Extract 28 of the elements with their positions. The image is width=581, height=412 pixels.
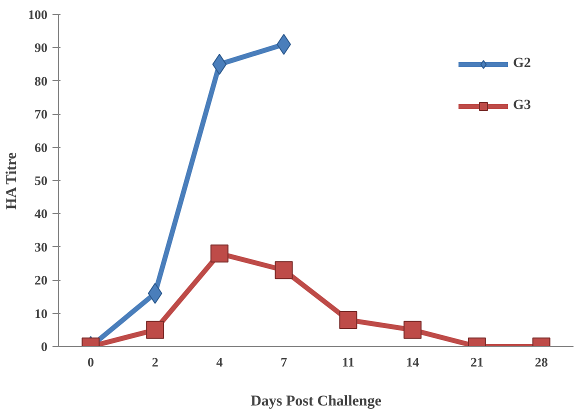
x-tick-label: 11 xyxy=(342,354,354,370)
y-tick-label: 30 xyxy=(34,239,48,254)
point xyxy=(210,244,228,263)
y-tick-label: 60 xyxy=(34,140,48,155)
y-tick-label: 0 xyxy=(41,339,48,354)
x-tick-label: 21 xyxy=(470,354,484,370)
x-tick-label: 7 xyxy=(280,354,288,370)
x-tick-label: 4 xyxy=(216,354,224,370)
legend-label: G2 xyxy=(513,56,532,72)
y-tick-label: 50 xyxy=(34,173,48,188)
point xyxy=(404,320,422,339)
y-tick-label: 100 xyxy=(28,7,48,22)
y-tick-label: 20 xyxy=(34,272,48,288)
x-tick-label: 0 xyxy=(87,354,94,370)
legend-label: G3 xyxy=(513,98,532,114)
y-tick-label: 40 xyxy=(34,206,48,222)
x-tick-label: 14 xyxy=(406,354,420,370)
y-tick-label: 80 xyxy=(34,73,48,88)
y-axis-title: HA Titre xyxy=(4,152,20,210)
y-tick-label: 90 xyxy=(34,40,48,56)
point xyxy=(146,320,164,339)
y-tick-label: 10 xyxy=(34,306,48,321)
point xyxy=(339,310,358,329)
x-axis-title: Days Post Challenge xyxy=(250,394,382,410)
y-tick-label: 70 xyxy=(34,106,48,122)
x-tick-label: 28 xyxy=(534,354,548,370)
x-tick-label: 2 xyxy=(152,354,158,370)
point xyxy=(274,261,293,280)
